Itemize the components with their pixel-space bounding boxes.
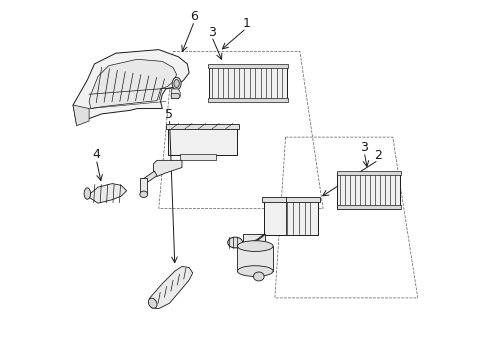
Polygon shape [208, 98, 287, 102]
Text: 3: 3 [207, 26, 215, 39]
Polygon shape [73, 105, 89, 126]
Polygon shape [264, 202, 317, 235]
Text: 6: 6 [190, 10, 198, 23]
Polygon shape [153, 160, 182, 176]
Polygon shape [336, 205, 400, 209]
Text: 4: 4 [92, 148, 100, 162]
Ellipse shape [227, 237, 242, 248]
Ellipse shape [148, 298, 157, 308]
Polygon shape [180, 154, 216, 160]
Polygon shape [165, 123, 239, 129]
Ellipse shape [140, 191, 147, 198]
Polygon shape [208, 66, 287, 102]
Polygon shape [89, 59, 176, 109]
Text: 5: 5 [165, 108, 173, 121]
Polygon shape [242, 234, 264, 248]
Ellipse shape [237, 241, 272, 251]
Polygon shape [148, 266, 192, 309]
Polygon shape [336, 171, 400, 175]
Polygon shape [167, 128, 237, 155]
Ellipse shape [84, 188, 90, 199]
Ellipse shape [237, 266, 272, 276]
Polygon shape [262, 197, 319, 202]
Polygon shape [140, 178, 147, 194]
Polygon shape [171, 89, 180, 99]
Text: 1: 1 [242, 17, 250, 30]
Polygon shape [337, 173, 399, 208]
Polygon shape [171, 94, 180, 99]
Polygon shape [208, 64, 287, 68]
Polygon shape [142, 171, 157, 184]
Polygon shape [73, 50, 189, 125]
Ellipse shape [174, 80, 179, 87]
Polygon shape [87, 184, 126, 203]
Ellipse shape [172, 77, 181, 90]
Ellipse shape [253, 272, 264, 281]
Polygon shape [237, 246, 272, 271]
Text: 3: 3 [360, 141, 367, 154]
Text: 2: 2 [374, 149, 382, 162]
